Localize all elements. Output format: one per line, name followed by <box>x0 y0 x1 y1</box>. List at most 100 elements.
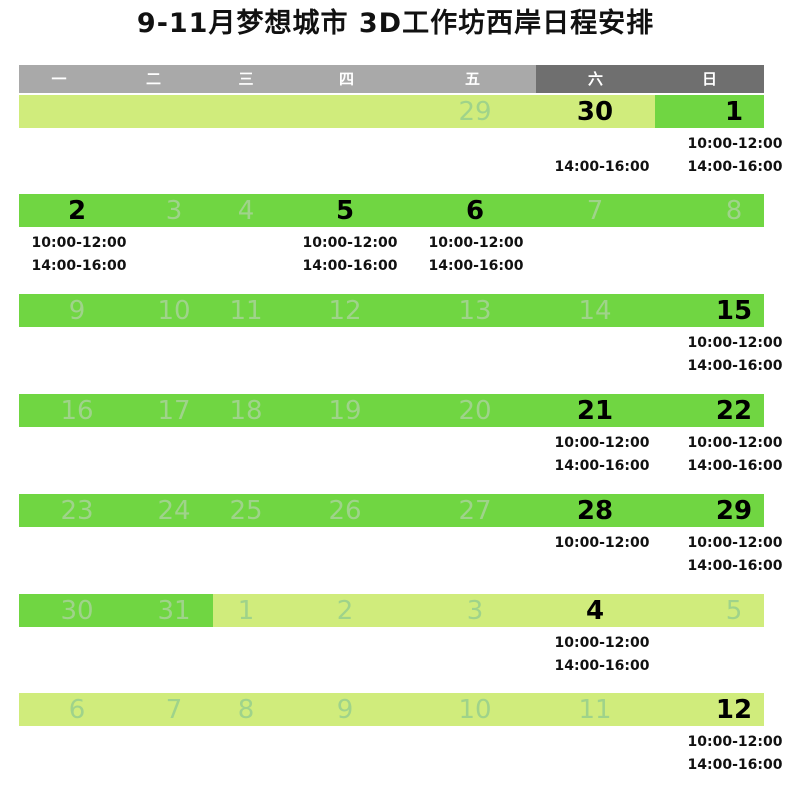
row-highlight <box>19 494 764 527</box>
calendar-date: 29 <box>458 97 492 127</box>
time-slot: 10:00-12:00 <box>687 435 783 451</box>
time-slot: 14:00-16:00 <box>687 358 783 374</box>
time-slot: 10:00-12:00 <box>687 535 783 551</box>
weekday-header: 一二三四五六日 <box>19 65 764 93</box>
calendar-date: 10 <box>157 296 191 326</box>
session-times: 10:00-12:00 14:00-16:00 <box>542 632 662 678</box>
session-date: 2 <box>67 196 87 226</box>
calendar-date: 11 <box>229 296 263 326</box>
time-slot: 14:00-16:00 <box>31 258 127 274</box>
calendar-date: 8 <box>725 196 743 226</box>
week-row: 9 10 11 12 13 14 15 <box>19 294 764 327</box>
calendar-date: 26 <box>328 496 362 526</box>
time-slot: 14:00-16:00 <box>687 159 783 175</box>
time-slot: 10:00-12:00 <box>428 235 524 251</box>
calendar-date: 7 <box>165 695 183 725</box>
calendar-date: 16 <box>60 396 94 426</box>
week-row: 16 17 18 19 20 21 22 <box>19 394 764 427</box>
row-highlight <box>19 693 764 726</box>
calendar-date: 30 <box>60 596 94 626</box>
session-times: 10:00-12:00 14:00-16:00 <box>675 432 791 478</box>
calendar-date: 13 <box>458 296 492 326</box>
time-slot: 14:00-16:00 <box>687 558 783 574</box>
calendar-date: 1 <box>237 596 255 626</box>
calendar-date: 5 <box>725 596 743 626</box>
session-times: 10:00-12:00 14:00-16:00 <box>19 232 139 278</box>
time-slot: 10:00-12:00 <box>687 136 783 152</box>
time-slot: 10:00-12:00 <box>554 635 650 651</box>
calendar-date: 24 <box>157 496 191 526</box>
time-slot: 10:00-12:00 <box>302 235 398 251</box>
row-highlight <box>19 194 764 227</box>
row-highlight <box>213 594 764 627</box>
session-date: 21 <box>576 396 614 426</box>
session-times: 10:00-12:00 14:00-16:00 <box>675 532 791 578</box>
session-date: 30 <box>576 97 614 127</box>
calendar-date: 7 <box>586 196 604 226</box>
calendar-date: 11 <box>578 695 612 725</box>
calendar-date: 23 <box>60 496 94 526</box>
calendar-date: 31 <box>157 596 191 626</box>
session-date: 4 <box>585 596 605 626</box>
time-slot: 10:00-12:00 <box>31 235 127 251</box>
calendar-date: 14 <box>578 296 612 326</box>
calendar-date: 9 <box>68 296 86 326</box>
week-row: 23 24 25 26 27 28 29 <box>19 494 764 527</box>
row-highlight <box>655 95 764 128</box>
session-times: 10:00-12:00 14:00-16:00 <box>675 332 791 378</box>
time-slot: 14:00-16:00 <box>428 258 524 274</box>
time-slot: 10:00-12:00 <box>554 535 650 551</box>
calendar-date: 3 <box>165 196 183 226</box>
row-highlight <box>19 95 536 128</box>
calendar-date: 4 <box>237 196 255 226</box>
time-slot: 14:00-16:00 <box>554 159 650 175</box>
weekday-cell: 一 <box>19 65 99 93</box>
weekday-cell: 五 <box>409 65 536 93</box>
time-slot: 10:00-12:00 <box>554 435 650 451</box>
page-title: 9-11月梦想城市 3D工作坊西岸日程安排 <box>136 8 655 39</box>
session-date: 1 <box>724 97 744 127</box>
calendar-date: 6 <box>68 695 86 725</box>
session-times: 10:00-12:00 14:00-16:00 <box>542 432 662 478</box>
week-row: 30 31 1 2 3 4 5 <box>19 594 764 627</box>
week-row: 2 3 4 5 6 7 8 <box>19 194 764 227</box>
row-highlight <box>536 95 655 128</box>
time-slot: 14:00-16:00 <box>554 458 650 474</box>
week-row: 29 30 1 <box>19 95 764 128</box>
time-slot: 14:00-16:00 <box>687 757 783 773</box>
session-times: 10:00-12:00 <box>542 532 662 555</box>
time-slot: 14:00-16:00 <box>687 458 783 474</box>
session-date: 29 <box>715 496 753 526</box>
weekday-cell: 六 <box>536 65 655 93</box>
time-slot: 10:00-12:00 <box>687 335 783 351</box>
calendar-date: 18 <box>229 396 263 426</box>
calendar-date: 12 <box>328 296 362 326</box>
session-date: 28 <box>576 496 614 526</box>
time-slot: 14:00-16:00 <box>554 658 650 674</box>
weekday-cell: 三 <box>208 65 284 93</box>
session-times: 10:00-12:00 14:00-16:00 <box>416 232 536 278</box>
calendar-date: 17 <box>157 396 191 426</box>
session-times: 10:00-12:00 14:00-16:00 <box>675 133 791 179</box>
row-highlight <box>19 394 764 427</box>
session-date: 15 <box>715 296 753 326</box>
calendar-date: 8 <box>237 695 255 725</box>
session-times: 10:00-12:00 14:00-16:00 <box>290 232 410 278</box>
calendar-date: 19 <box>328 396 362 426</box>
time-slot: 10:00-12:00 <box>687 734 783 750</box>
session-date: 6 <box>465 196 485 226</box>
session-times: 14:00-16:00 <box>542 156 662 179</box>
time-slot: 14:00-16:00 <box>302 258 398 274</box>
session-date: 22 <box>715 396 753 426</box>
calendar-date: 3 <box>466 596 484 626</box>
calendar-date: 2 <box>336 596 354 626</box>
session-times: 10:00-12:00 14:00-16:00 <box>675 731 791 777</box>
week-row: 6 7 8 9 10 11 12 <box>19 693 764 726</box>
calendar-date: 27 <box>458 496 492 526</box>
weekday-cell: 日 <box>655 65 764 93</box>
session-date: 12 <box>715 695 753 725</box>
weekday-cell: 四 <box>284 65 409 93</box>
calendar-date: 20 <box>458 396 492 426</box>
session-date: 5 <box>335 196 355 226</box>
calendar-date: 25 <box>229 496 263 526</box>
